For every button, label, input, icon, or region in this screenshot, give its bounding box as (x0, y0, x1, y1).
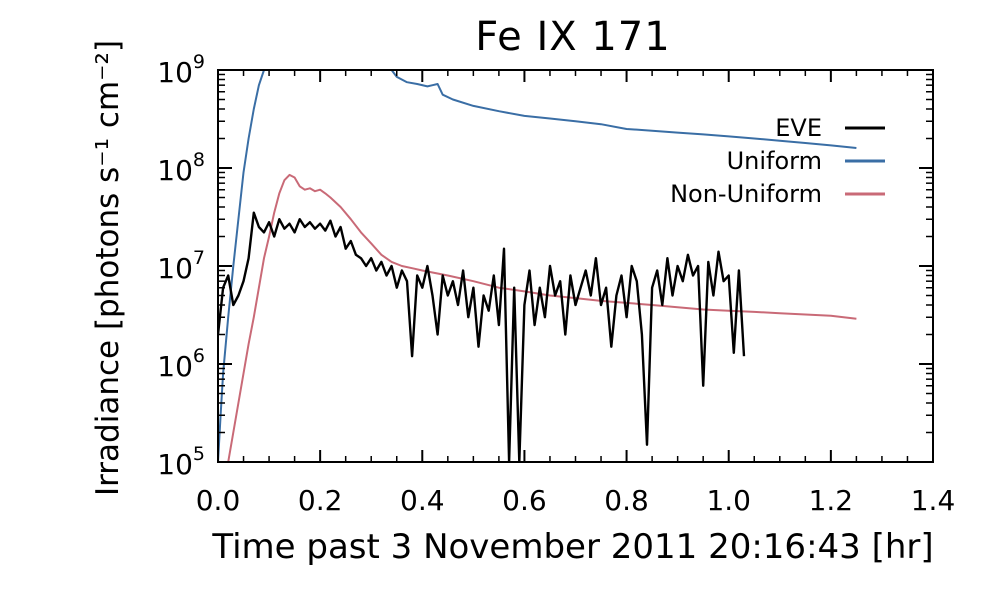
x-tick-label: 0.2 (298, 484, 343, 517)
series-line-non-uniform (227, 173, 857, 462)
frame-layer (217, 69, 934, 463)
legend-label-uniform: Uniform (727, 147, 822, 175)
y-tick-label: 108 (157, 149, 205, 187)
x-tick-label: 1.0 (706, 484, 751, 517)
y-tick-label: 109 (157, 51, 205, 89)
y-tick-label: 107 (157, 247, 205, 285)
x-tick-label: 0.8 (604, 484, 649, 517)
legend: EVE Uniform Non-Uniform (670, 114, 885, 208)
y-axis-ticks: 105 106 107 108 109 (157, 51, 933, 481)
legend-label-non-uniform: Non-Uniform (670, 180, 822, 208)
x-tick-label: 0.6 (502, 484, 547, 517)
x-tick-label: 1.2 (809, 484, 854, 517)
y-axis-label: Irradiance [photons s⁻¹ cm⁻²] (90, 40, 126, 496)
chart-title: Fe IX 171 (475, 14, 670, 60)
x-tick-label: 0.4 (400, 484, 445, 517)
x-axis-ticks: 0.0 0.2 0.4 0.6 0.8 1.0 1.2 1.4 (196, 70, 956, 517)
series-line-uniform (218, 70, 857, 462)
plot-frame (217, 69, 934, 463)
x-tick-label: 0.0 (196, 484, 241, 517)
legend-label-eve: EVE (775, 114, 822, 142)
y-tick-label: 105 (157, 443, 205, 481)
x-axis-label: Time past 3 November 2011 20:16:43 [hr] (211, 527, 933, 567)
x-tick-label: 1.4 (911, 484, 956, 517)
series-line-eve (218, 211, 746, 462)
y-tick-label: 106 (157, 345, 205, 383)
series-layer (218, 70, 857, 462)
